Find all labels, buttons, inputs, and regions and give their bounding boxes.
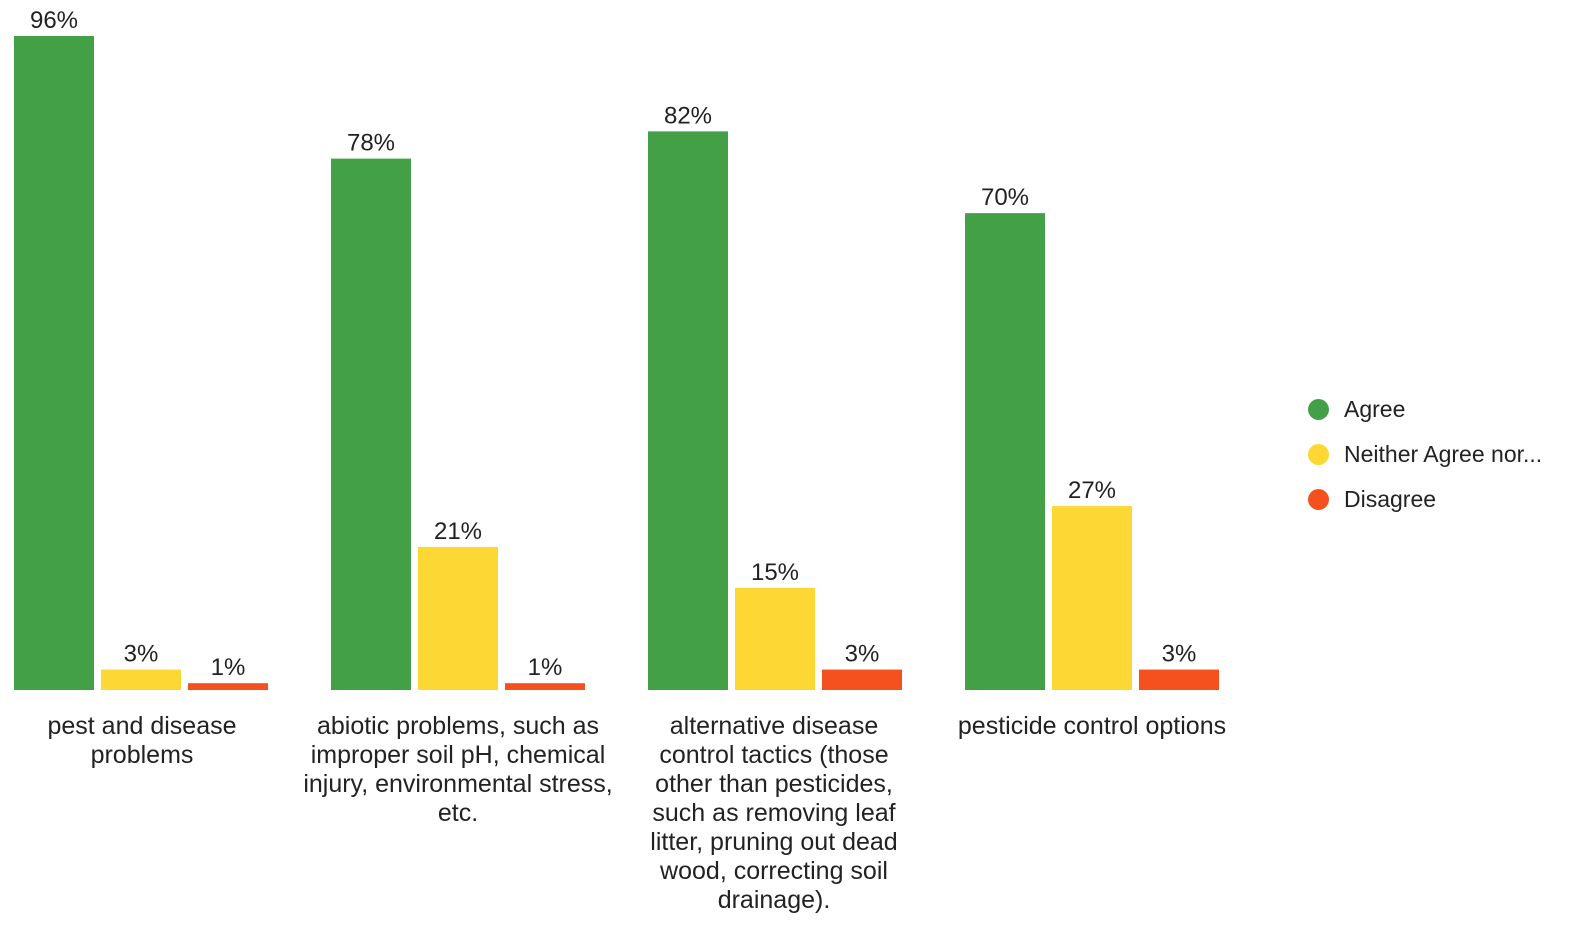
bar-value-label: 96% (30, 7, 78, 34)
bar-chart: 96% 3% 1% 78% 21% 1% 82% 15% 3% 70% 27% 3% (14, 7, 1219, 690)
legend-label: Neither Agree nor... (1344, 441, 1543, 467)
legend-item-neither[interactable]: Neither Agree nor... (1308, 432, 1542, 477)
bar-disagree[interactable] (822, 669, 902, 690)
bar-agree[interactable] (14, 36, 94, 690)
legend-swatch (1308, 489, 1329, 510)
value-labels-group: 96% 3% 1% 78% 21% 1% 82% 15% 3% 70% 27% 3% (30, 7, 1196, 681)
category-label: abiotic problems, such as improper soil … (303, 712, 613, 827)
bar-value-label: 21% (434, 518, 482, 545)
bar-value-label: 15% (751, 559, 799, 586)
category-label: pest and disease problems (47, 712, 237, 769)
bar-disagree[interactable] (505, 683, 585, 690)
bar-value-label: 27% (1068, 477, 1116, 504)
bar-value-label: 70% (981, 184, 1029, 211)
legend-item-agree[interactable]: Agree (1308, 387, 1542, 432)
legend-swatch (1308, 399, 1329, 420)
bar-value-label: 1% (211, 654, 246, 681)
bar-value-label: 82% (664, 102, 712, 129)
bar-agree[interactable] (648, 131, 728, 690)
legend-label: Agree (1344, 396, 1406, 422)
bar-value-label: 3% (845, 641, 880, 668)
bars-group (14, 36, 1219, 690)
bar-value-label: 3% (124, 641, 159, 668)
bar-agree[interactable] (965, 213, 1045, 690)
bar-value-label: 3% (1162, 641, 1197, 668)
bar-neither[interactable] (418, 546, 498, 690)
bar-value-label: 1% (528, 654, 563, 681)
bar-disagree[interactable] (188, 683, 268, 690)
bar-agree[interactable] (331, 158, 411, 690)
legend-swatch (1308, 444, 1329, 465)
category-label: alternative disease control tactics (tho… (650, 712, 898, 914)
bar-neither[interactable] (735, 587, 815, 690)
bar-value-label: 78% (347, 130, 395, 157)
legend: Agree Neither Agree nor... Disagree (1308, 387, 1542, 522)
legend-label: Disagree (1344, 486, 1437, 512)
bar-neither[interactable] (1052, 506, 1132, 690)
legend-item-disagree[interactable]: Disagree (1308, 477, 1542, 522)
bar-neither[interactable] (101, 669, 181, 690)
category-label: pesticide control options (957, 712, 1227, 740)
bar-disagree[interactable] (1139, 669, 1219, 690)
